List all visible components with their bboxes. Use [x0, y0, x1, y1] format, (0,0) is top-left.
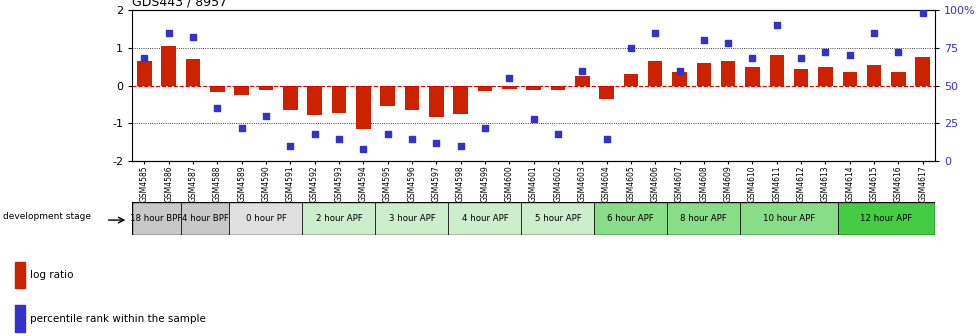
Bar	[842, 73, 856, 86]
Text: percentile rank within the sample: percentile rank within the sample	[30, 313, 206, 324]
Point	[695, 38, 711, 43]
Bar	[769, 55, 783, 86]
Bar	[283, 86, 297, 110]
Bar	[302, 202, 375, 235]
Bar	[132, 202, 181, 235]
Bar	[623, 74, 638, 86]
Bar	[837, 202, 934, 235]
Point	[234, 125, 249, 131]
Bar	[379, 86, 394, 107]
Text: 2 hour APF: 2 hour APF	[315, 214, 362, 223]
Bar	[16, 305, 24, 332]
Point	[428, 140, 444, 146]
Point	[283, 143, 298, 149]
Bar	[695, 63, 710, 86]
Point	[792, 56, 808, 61]
Bar	[404, 86, 419, 110]
Bar	[890, 73, 905, 86]
Bar	[574, 76, 589, 86]
Text: log ratio: log ratio	[30, 270, 73, 280]
Bar	[161, 46, 176, 86]
Point	[258, 113, 274, 119]
Text: 4 hour BPF: 4 hour BPF	[182, 214, 228, 223]
Bar	[234, 86, 248, 95]
Point	[379, 131, 395, 137]
Bar	[594, 202, 667, 235]
Bar	[186, 59, 200, 86]
Point	[574, 68, 590, 73]
Point	[646, 30, 662, 36]
Point	[404, 136, 420, 141]
Bar	[793, 69, 808, 86]
Point	[599, 136, 614, 141]
Point	[817, 50, 832, 55]
Bar	[356, 86, 371, 129]
Bar	[137, 61, 152, 86]
Bar	[866, 65, 880, 86]
Bar	[375, 202, 448, 235]
Point	[355, 146, 371, 152]
Bar	[720, 61, 734, 86]
Bar	[914, 57, 929, 86]
Point	[550, 131, 565, 137]
Text: 3 hour APF: 3 hour APF	[388, 214, 435, 223]
Point	[160, 30, 176, 36]
Text: 18 hour BPF: 18 hour BPF	[130, 214, 183, 223]
Point	[525, 116, 541, 122]
Text: 10 hour APF: 10 hour APF	[762, 214, 815, 223]
Point	[622, 45, 638, 51]
Text: GDS443 / 8957: GDS443 / 8957	[132, 0, 227, 9]
Bar	[258, 86, 273, 90]
Bar	[448, 202, 521, 235]
Bar	[672, 73, 687, 86]
Text: 4 hour APF: 4 hour APF	[461, 214, 508, 223]
Point	[452, 143, 467, 149]
Point	[914, 10, 930, 16]
Bar	[526, 86, 540, 90]
Text: 5 hour APF: 5 hour APF	[534, 214, 581, 223]
Bar	[744, 67, 759, 86]
Bar	[521, 202, 594, 235]
Text: 12 hour APF: 12 hour APF	[860, 214, 911, 223]
Point	[768, 23, 783, 28]
Point	[306, 131, 322, 137]
Bar	[307, 86, 322, 115]
Text: 0 hour PF: 0 hour PF	[245, 214, 287, 223]
Point	[890, 50, 906, 55]
Text: 8 hour APF: 8 hour APF	[680, 214, 727, 223]
Bar	[332, 86, 346, 113]
Point	[185, 35, 200, 40]
Bar	[477, 86, 492, 91]
Bar	[210, 86, 224, 92]
Point	[720, 41, 735, 46]
Bar	[502, 86, 516, 89]
Bar	[599, 86, 613, 99]
Point	[866, 30, 881, 36]
Bar	[647, 61, 662, 86]
Bar	[16, 262, 24, 288]
Bar	[229, 202, 302, 235]
Point	[501, 76, 516, 81]
Bar	[818, 67, 832, 86]
Text: development stage: development stage	[3, 212, 91, 221]
Point	[841, 53, 857, 58]
Bar	[181, 202, 229, 235]
Bar	[428, 86, 443, 117]
Point	[209, 106, 225, 111]
Point	[331, 136, 346, 141]
Text: 6 hour APF: 6 hour APF	[607, 214, 653, 223]
Point	[476, 125, 492, 131]
Bar	[739, 202, 837, 235]
Point	[671, 68, 687, 73]
Point	[744, 56, 760, 61]
Bar	[667, 202, 739, 235]
Point	[136, 56, 152, 61]
Bar	[453, 86, 467, 114]
Bar	[550, 86, 564, 90]
